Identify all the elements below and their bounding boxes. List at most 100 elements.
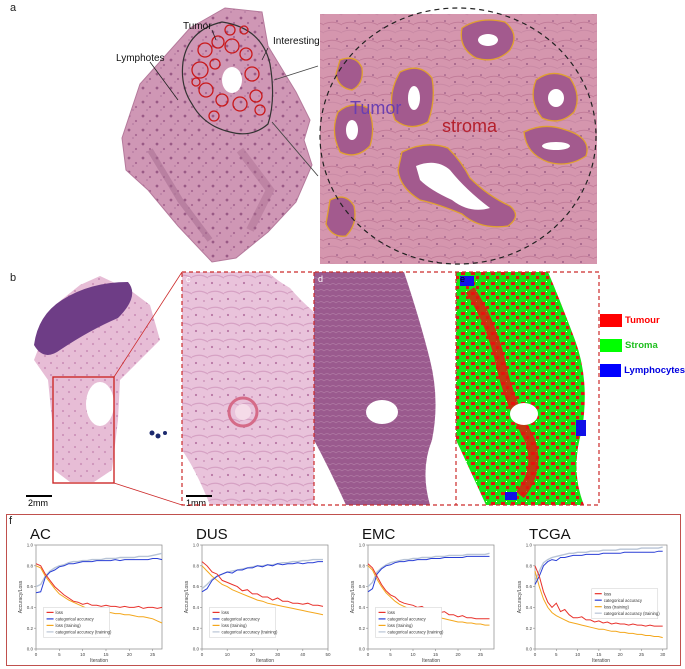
dus-plot-frame — [201, 544, 329, 650]
emc-x-tick-label: 20 — [455, 652, 461, 657]
lymphotes-leader — [149, 61, 179, 101]
tcga-legend-label-categorical-accuracy-training: categorical accuracy (training) — [604, 611, 660, 616]
emc-legend-label-categorical-accuracy: categorical accuracy — [388, 617, 427, 622]
overview-lymph-node — [34, 282, 133, 355]
emc-y-axis-label: Accuracy/Loss — [350, 580, 356, 613]
tile-e-lymphocyte-clusters — [460, 276, 586, 500]
emc-y-tick-label: 1.0 — [359, 543, 366, 548]
tumor-outlines — [191, 24, 266, 122]
ac-y-tick-label: 0.6 — [27, 584, 34, 589]
tile-letter-e: e — [460, 274, 465, 284]
panel-letter-a: a — [10, 2, 17, 14]
ac-y-tick-label: 1.0 — [27, 543, 34, 548]
tile-c-background-bottom — [182, 450, 210, 505]
roi-connector-bottom — [113, 482, 183, 506]
zoom-label-tumor: Tumor — [350, 98, 401, 118]
tcga-x-tick-label: 0 — [534, 652, 537, 657]
ac-y-tick-label: 0.0 — [27, 647, 34, 652]
emc-legend-label-loss-training: loss (training) — [388, 623, 414, 628]
dus-x-axis-label: Iteration — [256, 658, 274, 664]
panel-letter-f: f — [9, 515, 13, 527]
dus-y-tick-label: 0.0 — [193, 647, 200, 652]
dus-x-tick-label: 0 — [201, 652, 204, 657]
tile-c-lumen — [235, 404, 251, 420]
tile-c-vessel — [227, 396, 259, 428]
chart-emc: EMC 0.0 0.2 0.4 0.6 0.8 1.0 0 5 10 15 20 25 Iteration… — [350, 526, 495, 664]
ac-x-tick-label: 0 — [35, 652, 38, 657]
tissue-slide — [121, 7, 313, 263]
legend-label-lymphocytes: Lymphocytes — [624, 364, 685, 376]
emc-y-tick-label: 0.4 — [359, 605, 366, 610]
dus-y-tick-label: 0.8 — [193, 563, 200, 568]
tcga-x-tick-label: 30 — [660, 652, 666, 657]
roi-connector-top — [113, 271, 183, 378]
label-tumor: Tumor — [183, 21, 212, 32]
ac-y-axis-label: Accuracy/Loss — [18, 580, 24, 613]
emc-y-tick-label: 0.0 — [359, 647, 366, 652]
overview-ink-dots — [149, 430, 167, 439]
tcga-y-tick-label: 0.4 — [526, 605, 533, 610]
ac-y-tick-label: 0.2 — [27, 626, 34, 631]
panel-b-figure: 2mm 1mm c d e — [26, 271, 600, 508]
tile-e-tumour-region — [465, 287, 539, 499]
emc-y-tick-label: 0.8 — [359, 563, 366, 568]
dus-x-tick-label: 50 — [325, 652, 331, 657]
ac-x-tick-label: 5 — [58, 652, 61, 657]
tcga-series-loss-training — [534, 570, 663, 639]
scale-label-overview: 2mm — [28, 498, 48, 508]
panel-f-frame — [6, 514, 681, 666]
tcga-y-tick-label: 1.0 — [526, 543, 533, 548]
dus-legend-label-categorical-accuracy-training: categorical accuracy (training) — [222, 630, 278, 635]
legend-row-lymphocytes: Lymphocytes — [600, 362, 685, 378]
tile-d-background-right — [404, 272, 456, 505]
tcga-x-tick-label: 25 — [639, 652, 645, 657]
dus-x-tick-label: 40 — [300, 652, 306, 657]
ac-x-tick-label: 15 — [103, 652, 109, 657]
tcga-legend-box — [591, 588, 659, 619]
tile-e-lumen — [510, 403, 538, 425]
ac-x-axis-label: Iteration — [90, 658, 108, 664]
ac-x-tick-label: 10 — [80, 652, 86, 657]
emc-chart-title: EMC — [362, 526, 396, 543]
emc-legend-label-categorical-accuracy-training: categorical accuracy (training) — [388, 630, 444, 635]
emc-x-tick-label: 0 — [367, 652, 370, 657]
dus-legend-label-loss: loss — [222, 610, 229, 615]
tcga-y-tick-label: 0.6 — [526, 584, 533, 589]
dus-legend-label-categorical-accuracy: categorical accuracy — [222, 617, 261, 622]
legend-label-tumour: Tumour — [625, 314, 660, 326]
zoom-lumens — [346, 34, 570, 210]
dus-x-tick-label: 20 — [250, 652, 256, 657]
label-interesting-region: Interesting region — [273, 36, 350, 47]
ac-x-tick-label: 20 — [127, 652, 133, 657]
dus-y-tick-label: 0.6 — [193, 584, 200, 589]
tcga-y-tick-label: 0.2 — [526, 626, 533, 631]
tcga-y-axis-label: Accuracy/Loss — [517, 580, 523, 613]
dus-y-tick-label: 1.0 — [193, 543, 200, 548]
tcga-legend-label-categorical-accuracy: categorical accuracy — [604, 598, 643, 603]
emc-x-tick-label: 5 — [389, 652, 392, 657]
zoom-circle-outline — [319, 7, 597, 265]
ac-chart-title: AC — [30, 526, 51, 543]
panel-a-figure: Tumor Interesting region Lymphotes Tumor… — [116, 7, 597, 265]
zoom-connector-top — [273, 65, 319, 81]
dus-y-tick-label: 0.4 — [193, 605, 200, 610]
emc-x-tick-label: 10 — [410, 652, 416, 657]
ac-legend-label-categorical-accuracy: categorical accuracy — [56, 617, 95, 622]
interesting-region-outline — [181, 21, 274, 135]
tile-e-background-right — [548, 272, 599, 505]
chart-ac: AC 0.0 0.2 0.4 0.6 0.8 1.0 0 5 10 15 20 25 Iteration A… — [18, 526, 163, 664]
dus-x-tick-label: 10 — [225, 652, 231, 657]
legend-row-stroma: Stroma — [600, 337, 685, 353]
ac-legend-box — [43, 607, 110, 638]
ac-series-loss — [35, 563, 163, 609]
tcga-series-categorical-accuracy — [534, 550, 663, 585]
dus-series-loss-training — [201, 565, 324, 616]
lumen-overview — [222, 67, 242, 93]
tcga-y-tick-label: 0.0 — [526, 647, 533, 652]
emc-series-categorical-accuracy — [367, 555, 490, 593]
legend-swatch-lymphocytes — [600, 363, 622, 377]
tile-c-background-top — [268, 272, 314, 312]
tcga-x-tick-label: 20 — [618, 652, 624, 657]
ac-y-tick-label: 0.8 — [27, 563, 34, 568]
tcga-chart-title: TCGA — [529, 526, 571, 543]
